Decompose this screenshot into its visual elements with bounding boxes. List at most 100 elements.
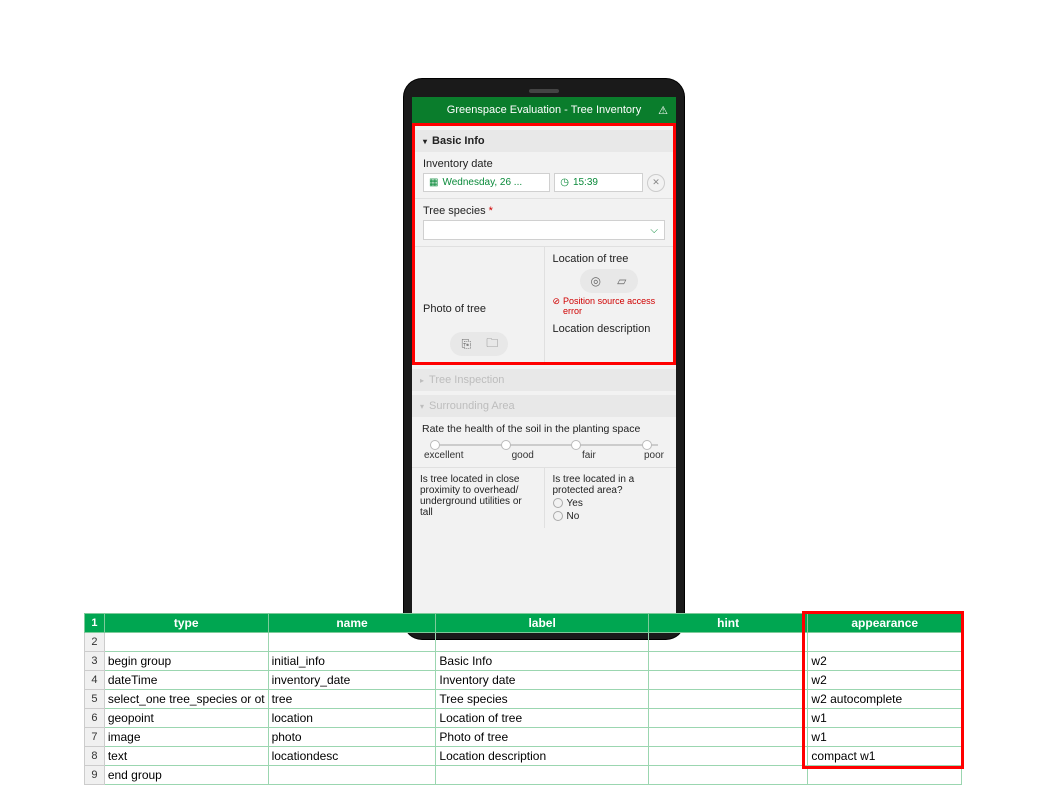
table-row[interactable]: 5select_one tree_species or ottreeTree s…: [85, 690, 962, 709]
cell[interactable]: dateTime: [104, 671, 268, 690]
cell[interactable]: inventory_date: [268, 671, 436, 690]
cell[interactable]: [648, 690, 808, 709]
group-basic-info[interactable]: ▾ Basic Info: [415, 130, 673, 152]
cell[interactable]: text: [104, 747, 268, 766]
cell[interactable]: [436, 766, 648, 785]
form-area: ▾ Basic Info Inventory date ▦ Wednesday,…: [412, 123, 676, 528]
row-number[interactable]: 6: [85, 709, 105, 728]
warning-icon[interactable]: ⚠: [658, 104, 668, 117]
cell[interactable]: w2: [808, 671, 962, 690]
date-input[interactable]: ▦ Wednesday, 26 ...: [423, 173, 550, 192]
row-number[interactable]: 3: [85, 652, 105, 671]
cell[interactable]: initial_info: [268, 652, 436, 671]
radio-yes[interactable]: Yes: [553, 498, 669, 509]
table-row[interactable]: 2: [85, 633, 962, 652]
cell[interactable]: w2 autocomplete: [808, 690, 962, 709]
cell[interactable]: select_one tree_species or ot: [104, 690, 268, 709]
expand-icon: ▸: [420, 376, 424, 385]
cell[interactable]: [648, 652, 808, 671]
collapse-icon: ▾: [423, 137, 427, 146]
cell[interactable]: w1: [808, 728, 962, 747]
chevron-down-icon: ⌵: [650, 225, 658, 236]
cell[interactable]: photo: [268, 728, 436, 747]
spreadsheet: 1typenamelabelhintappearance23begin grou…: [84, 613, 962, 785]
group-surrounding-area[interactable]: ▾ Surrounding Area: [412, 395, 676, 417]
soil-slider[interactable]: [430, 444, 658, 446]
folder-icon[interactable]: 🗀: [479, 334, 505, 355]
species-label: Tree species *: [423, 205, 665, 217]
table-row[interactable]: 6geopointlocationLocation of tree w1: [85, 709, 962, 728]
cell[interactable]: [648, 747, 808, 766]
column-header-label[interactable]: label: [436, 614, 648, 633]
opt-fair: fair: [582, 450, 596, 461]
location-label: Location of tree: [553, 253, 666, 265]
date-row: ▦ Wednesday, 26 ... ◷ 15:39 ✕: [423, 173, 665, 192]
cell[interactable]: [268, 766, 436, 785]
cell[interactable]: [648, 766, 808, 785]
time-input[interactable]: ◷ 15:39: [554, 173, 643, 192]
table-row[interactable]: 3begin groupinitial_infoBasic Info w2: [85, 652, 962, 671]
cell[interactable]: Inventory date: [436, 671, 648, 690]
cell[interactable]: Photo of tree: [436, 728, 648, 747]
cell[interactable]: [648, 709, 808, 728]
cell[interactable]: Tree species: [436, 690, 648, 709]
cell[interactable]: [808, 633, 962, 652]
row-number[interactable]: 8: [85, 747, 105, 766]
group-basic-label: Basic Info: [432, 135, 485, 147]
cell[interactable]: Location description: [436, 747, 648, 766]
phone-screen: Greenspace Evaluation - Tree Inventory ⚠…: [412, 97, 676, 627]
cell[interactable]: [104, 633, 268, 652]
protected-question: Is tree located in a protected area? Yes…: [545, 468, 677, 528]
cell[interactable]: w1: [808, 709, 962, 728]
row-number[interactable]: 9: [85, 766, 105, 785]
cell[interactable]: [648, 671, 808, 690]
column-header-type[interactable]: type: [104, 614, 268, 633]
basic-info-highlight: ▾ Basic Info Inventory date ▦ Wednesday,…: [412, 123, 676, 365]
cell[interactable]: [436, 633, 648, 652]
cell[interactable]: end group: [104, 766, 268, 785]
row-number[interactable]: 7: [85, 728, 105, 747]
app-title: Greenspace Evaluation - Tree Inventory: [447, 104, 641, 116]
cell[interactable]: begin group: [104, 652, 268, 671]
required-asterisk: *: [489, 205, 493, 217]
row-number[interactable]: 4: [85, 671, 105, 690]
cell[interactable]: [648, 728, 808, 747]
cell[interactable]: image: [104, 728, 268, 747]
cell[interactable]: [808, 766, 962, 785]
yes-label: Yes: [567, 498, 583, 509]
cell[interactable]: Basic Info: [436, 652, 648, 671]
cell[interactable]: location: [268, 709, 436, 728]
species-select[interactable]: ⌵: [423, 220, 665, 240]
table-row[interactable]: 4dateTimeinventory_dateInventory date w2: [85, 671, 962, 690]
table-row[interactable]: 8textlocationdescLocation description com…: [85, 747, 962, 766]
column-header-hint[interactable]: hint: [648, 614, 808, 633]
cell[interactable]: geopoint: [104, 709, 268, 728]
protected-text: Is tree located in a protected area?: [553, 474, 669, 496]
cell[interactable]: locationdesc: [268, 747, 436, 766]
gps-icon[interactable]: ◎: [583, 274, 609, 288]
cell[interactable]: compact w1: [808, 747, 962, 766]
soil-slider-labels: excellent good fair poor: [424, 450, 664, 461]
map-icon[interactable]: ▱: [609, 274, 635, 288]
row-number[interactable]: 2: [85, 633, 105, 652]
group-surrounding-label: Surrounding Area: [429, 400, 515, 412]
camera-icon[interactable]: ⎘: [453, 337, 479, 352]
row-number[interactable]: 5: [85, 690, 105, 709]
table-row[interactable]: 9end group: [85, 766, 962, 785]
radio-no[interactable]: No: [553, 511, 669, 522]
cell[interactable]: [648, 633, 808, 652]
clear-date-button[interactable]: ✕: [647, 174, 665, 192]
cell[interactable]: w2: [808, 652, 962, 671]
group-tree-inspection[interactable]: ▸ Tree Inspection: [412, 369, 676, 391]
cell[interactable]: [268, 633, 436, 652]
phone-mockup: Greenspace Evaluation - Tree Inventory ⚠…: [404, 79, 684, 639]
cell[interactable]: tree: [268, 690, 436, 709]
table-row[interactable]: 7imagephotoPhoto of tree w1: [85, 728, 962, 747]
cell[interactable]: Location of tree: [436, 709, 648, 728]
column-header-name[interactable]: name: [268, 614, 436, 633]
column-header-appearance[interactable]: appearance: [808, 614, 962, 633]
error-icon: ⊘: [553, 297, 561, 317]
row-number[interactable]: 1: [85, 614, 105, 633]
photo-col: Photo of tree ⎘ 🗀: [415, 247, 545, 362]
table-row[interactable]: 1typenamelabelhintappearance: [85, 614, 962, 633]
